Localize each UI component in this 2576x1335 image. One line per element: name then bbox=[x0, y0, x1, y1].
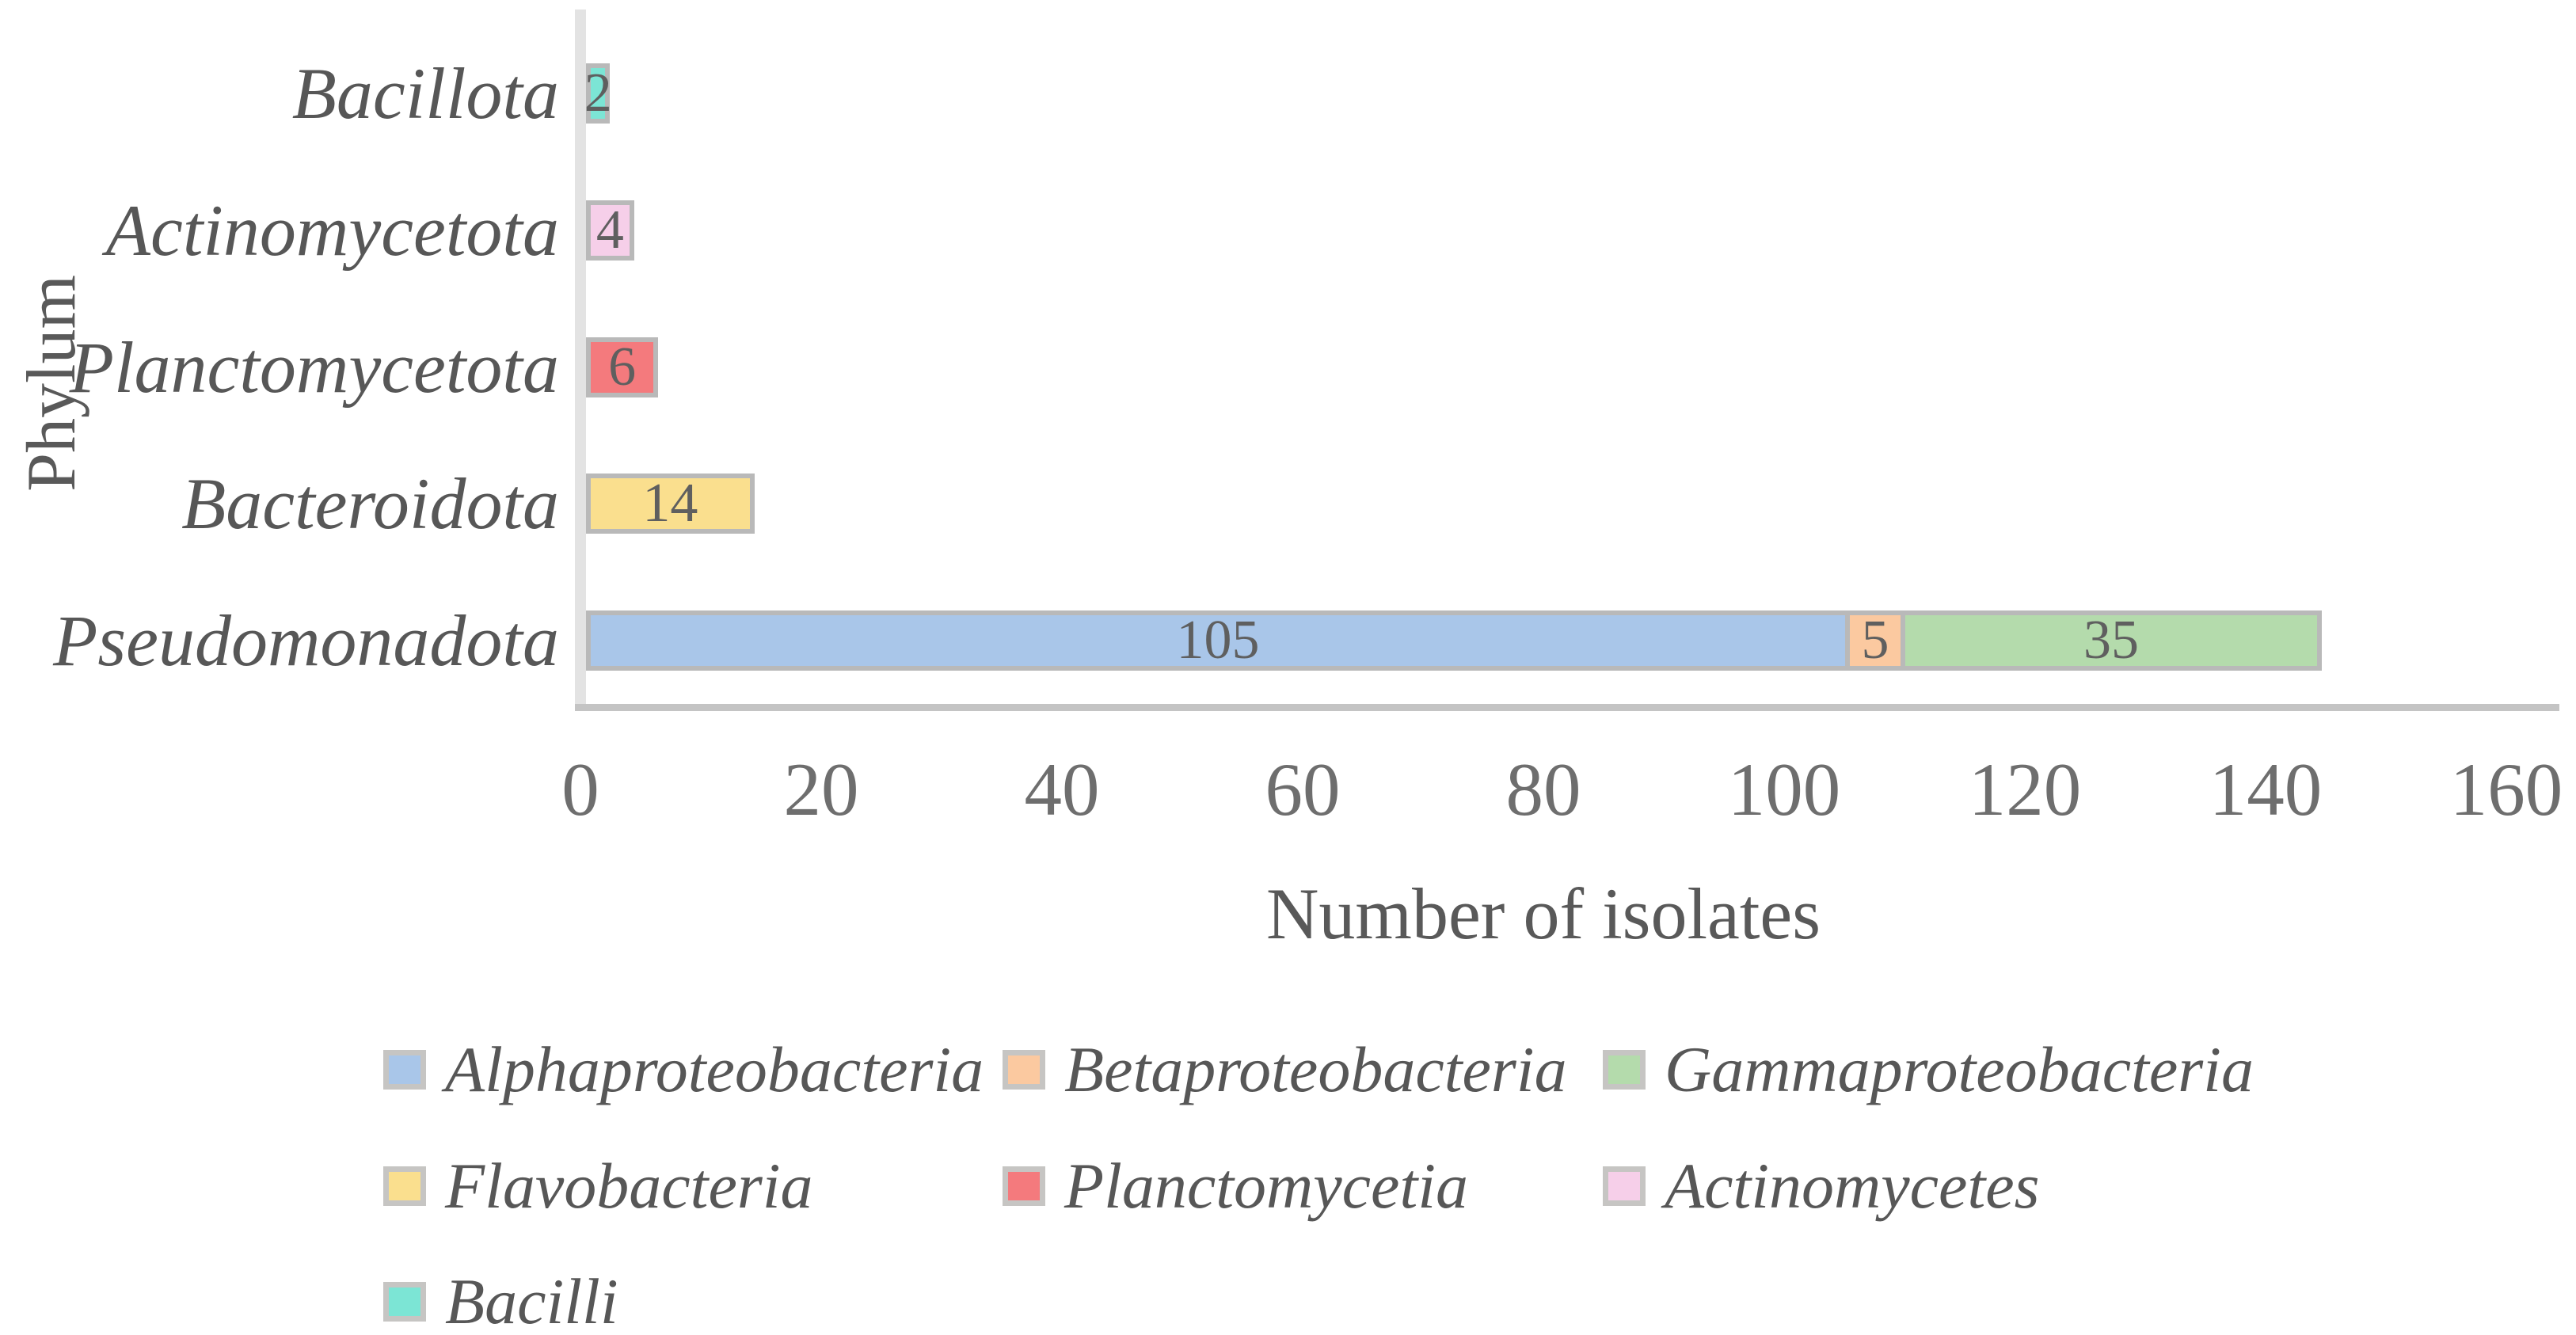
legend-label: Actinomycetes bbox=[1665, 1150, 2040, 1222]
bar-segment-flavobacteria: 14 bbox=[586, 474, 755, 534]
legend-label: Bacilli bbox=[445, 1265, 618, 1335]
legend-swatch-icon bbox=[1603, 1166, 1646, 1206]
x-tick-label-40: 40 bbox=[1024, 747, 1100, 831]
bar-segment-actinomycetes: 4 bbox=[586, 200, 634, 261]
legend-item-flavobacteria: Flavobacteria bbox=[383, 1154, 813, 1219]
x-tick-label-80: 80 bbox=[1505, 747, 1581, 831]
x-tick-label-100: 100 bbox=[1727, 747, 1841, 831]
legend-swatch-icon bbox=[383, 1050, 426, 1090]
bar-segment-alphaproteobacteria: 105 bbox=[586, 610, 1850, 671]
bar-bacteroidota: 14 bbox=[586, 474, 755, 534]
bar-pseudomonadota: 105 5 35 bbox=[586, 610, 2322, 671]
x-tick-label-0: 0 bbox=[561, 747, 599, 831]
x-tick-label-120: 120 bbox=[1968, 747, 2082, 831]
bar-value-label: 35 bbox=[2083, 609, 2139, 671]
legend-item-gammaproteobacteria: Gammaproteobacteria bbox=[1603, 1037, 2254, 1102]
bar-value-label: 6 bbox=[608, 336, 637, 397]
bar-value-label: 14 bbox=[642, 473, 698, 534]
legend-label: Gammaproteobacteria bbox=[1665, 1033, 2254, 1105]
bar-value-label: 5 bbox=[1861, 609, 1889, 671]
x-axis-line bbox=[575, 704, 2559, 711]
legend-swatch-icon bbox=[383, 1282, 426, 1322]
bar-segment-bacilli: 2 bbox=[584, 63, 612, 124]
legend-label: Betaproteobacteria bbox=[1064, 1033, 1567, 1105]
legend-swatch-icon bbox=[1003, 1050, 1045, 1090]
x-tick-label-60: 60 bbox=[1265, 747, 1341, 831]
x-axis-title: Number of isolates bbox=[1265, 873, 1821, 954]
bar-bacillota: 2 bbox=[584, 63, 612, 124]
bar-value-label: 4 bbox=[595, 199, 624, 261]
bar-value-label: 2 bbox=[584, 63, 612, 124]
x-tick-label-140: 140 bbox=[2209, 747, 2323, 831]
bar-segment-betaproteobacteria: 5 bbox=[1845, 610, 1905, 671]
category-label-planctomycetota: Planctomycetota bbox=[69, 326, 559, 408]
legend-item-alphaproteobacteria: Alphaproteobacteria bbox=[383, 1037, 984, 1102]
category-label-bacteroidota: Bacteroidota bbox=[181, 463, 559, 545]
bar-value-label: 105 bbox=[1176, 609, 1260, 671]
legend-swatch-icon bbox=[383, 1166, 426, 1206]
x-tick-label-160: 160 bbox=[2449, 747, 2563, 831]
category-label-pseudomonadota: Pseudomonadota bbox=[53, 599, 559, 681]
legend-label: Flavobacteria bbox=[445, 1150, 813, 1222]
bar-segment-gammaproteobacteria: 35 bbox=[1901, 610, 2322, 671]
legend-label: Alphaproteobacteria bbox=[445, 1033, 984, 1105]
y-axis-line bbox=[575, 10, 586, 704]
legend-item-actinomycetes: Actinomycetes bbox=[1603, 1154, 2040, 1219]
category-label-actinomycetota: Actinomycetota bbox=[105, 189, 559, 271]
bar-segment-planctomycetia: 6 bbox=[586, 336, 659, 397]
legend-swatch-icon bbox=[1603, 1050, 1646, 1090]
x-tick-label-20: 20 bbox=[783, 747, 859, 831]
legend-label: Planctomycetia bbox=[1064, 1150, 1469, 1222]
legend-item-betaproteobacteria: Betaproteobacteria bbox=[1003, 1037, 1567, 1102]
bar-planctomycetota: 6 bbox=[586, 336, 659, 397]
category-label-bacillota: Bacillota bbox=[291, 53, 559, 135]
legend-swatch-icon bbox=[1003, 1166, 1045, 1206]
legend-item-bacilli: Bacilli bbox=[383, 1269, 618, 1334]
legend-item-planctomycetia: Planctomycetia bbox=[1003, 1154, 1468, 1219]
bar-actinomycetota: 4 bbox=[586, 200, 634, 261]
